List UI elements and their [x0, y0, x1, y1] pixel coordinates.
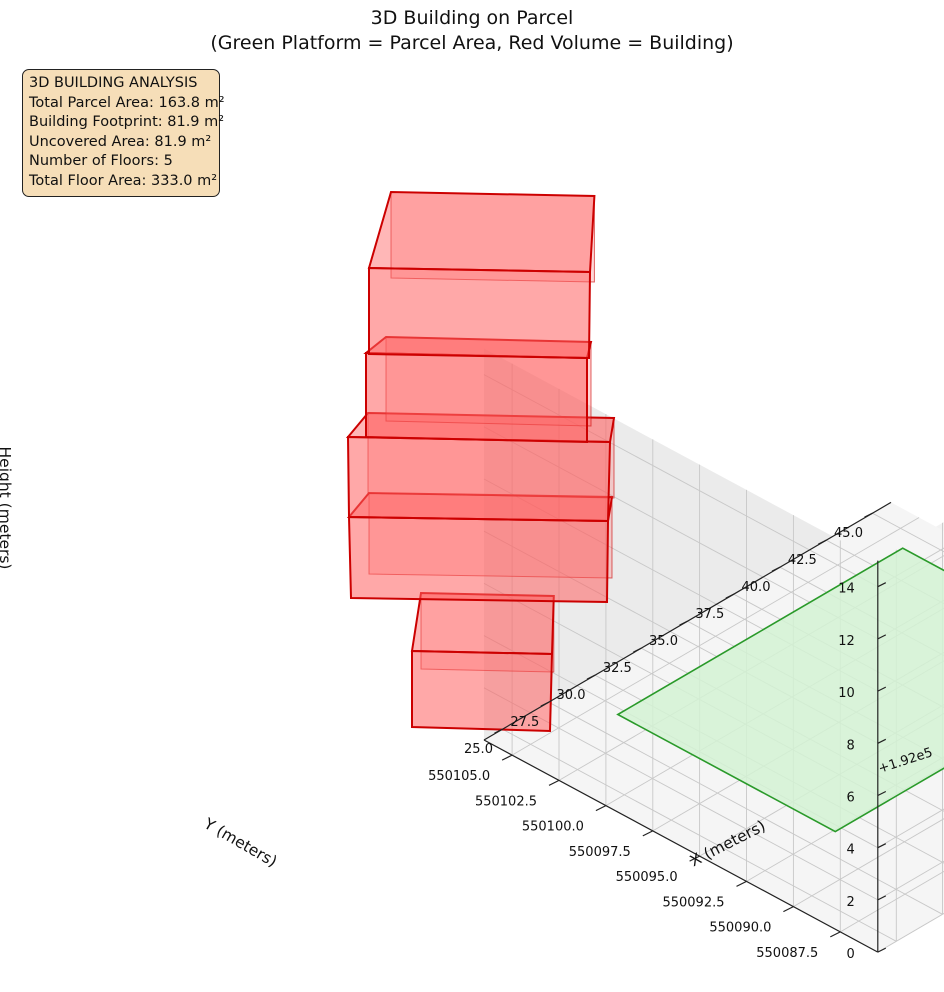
- y-tick-mark: [830, 931, 841, 938]
- x-tick-mark: [679, 620, 688, 626]
- floor-front-face: [346, 435, 612, 523]
- building-floor-1: [410, 591, 555, 733]
- x-tick-label: 42.5: [788, 553, 817, 568]
- x-tick-mark: [586, 674, 596, 680]
- parcel-platform: [616, 547, 944, 833]
- grid-line-x-floor: [872, 512, 944, 553]
- x-tick-label: 25.0: [464, 742, 493, 757]
- x-tick-label: 40.0: [742, 580, 771, 595]
- z-tick-label: 14: [838, 582, 855, 597]
- z-tick-mark: [877, 790, 887, 797]
- grid-line-y-floor: [793, 818, 944, 907]
- z-tick-mark: [877, 582, 887, 588]
- z-tick-mark: [877, 634, 887, 640]
- z-tick-mark: [877, 947, 887, 953]
- info-number-of-floors: Number of Floors: 5: [29, 153, 173, 169]
- floor-front-face: [411, 649, 554, 733]
- info-box-heading: 3D BUILDING ANALYSIS: [29, 75, 198, 91]
- y-tick-mark: [783, 906, 794, 913]
- y-tick-label: 550095.0: [616, 870, 678, 885]
- y-tick-mark: [501, 754, 513, 761]
- y-tick-label: 550105.0: [428, 769, 490, 784]
- info-total-floor-area: Total Floor Area: 333.0 m²: [29, 172, 218, 189]
- floor-front-face: [365, 351, 588, 444]
- y-axis-line: [483, 739, 879, 953]
- floor-top-face: [367, 190, 596, 274]
- x-tick-label: 37.5: [695, 607, 724, 622]
- z-axis-label: Height (meters): [0, 447, 14, 570]
- x-tick-mark: [818, 539, 827, 545]
- y-tick-mark: [642, 830, 654, 837]
- z-tick-mark: [877, 686, 887, 692]
- floor-front-face: [368, 266, 592, 360]
- y-tick-mark: [689, 855, 700, 862]
- info-uncovered-area: Uncovered Area: 81.9 m²: [29, 133, 212, 150]
- chart-title: 3D Building on Parcel: [370, 7, 574, 29]
- grid-line-x-floor: [548, 701, 943, 915]
- y-tick-label: 550092.5: [662, 895, 724, 910]
- building-floor-5: [367, 190, 596, 360]
- z-tick-label: 4: [847, 843, 855, 858]
- x-tick-mark: [725, 593, 735, 599]
- x-tick-label: 30.0: [557, 688, 586, 703]
- z-tick-label: 6: [847, 791, 855, 806]
- floor-front-face: [347, 515, 610, 604]
- y-tick-mark: [548, 779, 560, 786]
- grid-line-y-floor: [840, 870, 944, 933]
- x-tick-label: 27.5: [510, 715, 539, 730]
- grid-line-y-floor: [746, 765, 944, 882]
- tick-layer: 25.0 27.5 30.0 32.5 35.0 37.5 40.0 42.5 45.0 5500…: [428, 512, 887, 962]
- x-tick-mark: [633, 647, 642, 653]
- y-tick-mark: [736, 880, 747, 887]
- y-tick-mark: [595, 805, 607, 812]
- z-tick-label: 12: [838, 634, 855, 649]
- z-tick-label: 2: [847, 895, 855, 910]
- z-tick-label: 8: [847, 738, 855, 753]
- y-tick-label: 550100.0: [522, 820, 584, 835]
- y-tick-label: 550097.5: [569, 845, 631, 860]
- x-tick-mark: [494, 728, 503, 734]
- z-tick-mark: [877, 738, 887, 744]
- grid-line-y-floor: [511, 517, 920, 756]
- y-tick-label: 550102.5: [475, 794, 537, 809]
- z-tick-label: 0: [847, 947, 855, 962]
- x-tick-mark: [540, 701, 550, 707]
- building-layer: [345, 190, 616, 733]
- x-tick-label: 32.5: [603, 661, 632, 676]
- chart-subtitle: (Green Platform = Parcel Area, Red Volum…: [210, 32, 734, 54]
- x-tick-mark: [864, 512, 873, 518]
- y-tick-label: 550090.0: [709, 921, 771, 936]
- floor-top-face: [410, 591, 555, 656]
- analysis-info-box: 3D BUILDING ANALYSIS Total Parcel Area: …: [22, 69, 225, 197]
- z-tick-label: 10: [838, 686, 855, 701]
- info-total-parcel-area: Total Parcel Area: 163.8 m²: [29, 94, 225, 111]
- x-tick-label: 45.0: [834, 526, 863, 541]
- x-tick-mark: [771, 566, 781, 572]
- z-tick-mark: [877, 895, 887, 901]
- x-tick-label: 35.0: [649, 634, 678, 649]
- y-tick-label: 550087.5: [756, 946, 818, 961]
- info-building-footprint: Building Footprint: 81.9 m²: [29, 114, 225, 130]
- y-axis-label: Y (meters): [200, 814, 280, 871]
- parcel-layer: [616, 547, 944, 833]
- z-tick-mark: [877, 843, 887, 849]
